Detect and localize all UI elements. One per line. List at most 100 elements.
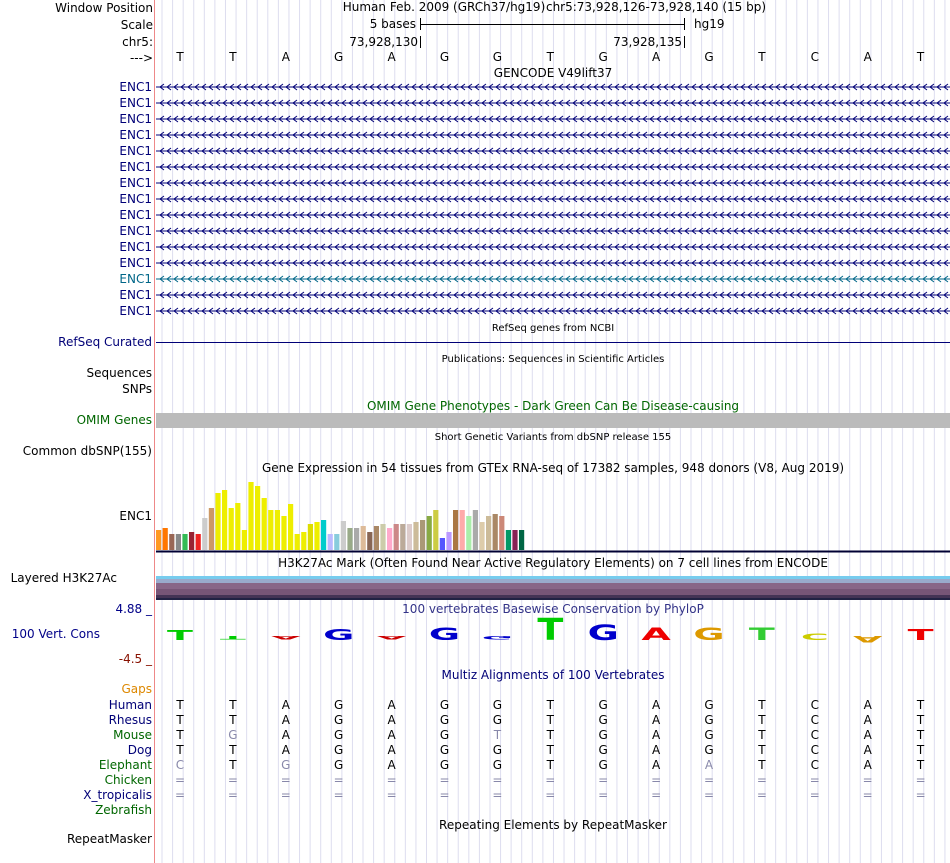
gtex-tissue-bar[interactable] — [215, 493, 221, 550]
gtex-tissue-bar[interactable] — [248, 482, 254, 550]
gtex-tissue-bar[interactable] — [175, 534, 181, 550]
repeatmasker-label[interactable]: RepeatMasker — [67, 832, 152, 846]
gtex-tissue-bar[interactable] — [505, 530, 511, 550]
gencode-transcript-label[interactable]: ENC1 — [119, 160, 152, 174]
gtex-tissue-bar[interactable] — [327, 534, 333, 550]
gtex-tissue-bar[interactable] — [400, 524, 406, 550]
gtex-tissue-bar[interactable] — [162, 528, 168, 550]
gtex-tissue-bar[interactable] — [406, 524, 412, 550]
gtex-tissue-bar[interactable] — [156, 530, 162, 550]
gencode-transcript-label[interactable]: ENC1 — [119, 304, 152, 318]
gtex-tissue-bar[interactable] — [208, 508, 214, 550]
gtex-tissue-bar[interactable] — [228, 508, 234, 550]
gtex-tissue-bar[interactable] — [413, 522, 419, 550]
gencode-transcript-label[interactable]: ENC1 — [119, 80, 152, 94]
gtex-tissue-bar[interactable] — [367, 532, 373, 550]
gtex-tissue-bar[interactable] — [499, 516, 505, 550]
gencode-transcript-label[interactable]: ENC1 — [119, 144, 152, 158]
gencode-transcript-label[interactable]: ENC1 — [119, 128, 152, 142]
gtex-tissue-bar[interactable] — [294, 534, 300, 550]
alignment-base: G — [599, 758, 608, 772]
gtex-tissue-bar[interactable] — [255, 486, 261, 550]
species-label[interactable]: Chicken — [105, 773, 152, 787]
gtex-tissue-bar[interactable] — [492, 514, 498, 550]
gtex-tissue-bar[interactable] — [380, 524, 386, 550]
gtex-label[interactable]: ENC1 — [119, 509, 152, 523]
gtex-tissue-bar[interactable] — [182, 534, 188, 550]
gtex-tissue-bar[interactable] — [334, 534, 340, 550]
gtex-tissue-bar[interactable] — [195, 534, 201, 550]
species-label[interactable]: X_tropicalis — [83, 788, 152, 802]
gencode-transcript-label[interactable]: ENC1 — [119, 272, 152, 286]
alignment-base: T — [175, 728, 184, 742]
gencode-transcript-label[interactable]: ENC1 — [119, 192, 152, 206]
species-label[interactable]: Dog — [128, 743, 152, 757]
gencode-transcript-label[interactable]: ENC1 — [119, 288, 152, 302]
gencode-transcript-label[interactable]: ENC1 — [119, 240, 152, 254]
gtex-tissue-bar[interactable] — [466, 516, 472, 550]
gencode-transcript-label[interactable]: ENC1 — [119, 256, 152, 270]
strand-label: ---> — [130, 51, 153, 65]
h3k27ac-label[interactable]: Layered H3K27Ac — [11, 571, 117, 585]
alignment-base: T — [916, 758, 925, 772]
gtex-tissue-bar[interactable] — [420, 520, 426, 550]
gtex-tissue-bar[interactable] — [479, 522, 485, 550]
gaps-label[interactable]: Gaps — [121, 682, 152, 696]
gtex-tissue-bar[interactable] — [446, 532, 452, 550]
alignment-base: G — [704, 728, 713, 742]
sequences-label[interactable]: Sequences — [87, 366, 152, 380]
gtex-tissue-bar[interactable] — [486, 516, 492, 550]
gtex-tissue-bar[interactable] — [301, 532, 307, 550]
gtex-tissue-bar[interactable] — [314, 522, 320, 550]
omim-label[interactable]: OMIM Genes — [77, 413, 152, 427]
gtex-tissue-bar[interactable] — [512, 530, 518, 550]
gtex-tissue-bar[interactable] — [354, 528, 360, 550]
gtex-tissue-bar[interactable] — [459, 510, 465, 550]
gtex-tissue-bar[interactable] — [189, 532, 195, 550]
gtex-tissue-bar[interactable] — [453, 510, 459, 550]
alignment-base: = — [175, 788, 185, 802]
gencode-transcript-label[interactable]: ENC1 — [119, 208, 152, 222]
dbsnp-label[interactable]: Common dbSNP(155) — [23, 444, 152, 458]
svg-text:A: A — [271, 635, 301, 640]
snps-label[interactable]: SNPs — [122, 382, 152, 396]
species-label[interactable]: Human — [109, 698, 152, 712]
alignment-base: C — [811, 713, 819, 727]
gtex-tissue-bar[interactable] — [433, 510, 439, 550]
species-label[interactable]: Rhesus — [109, 713, 152, 727]
gtex-tissue-bar[interactable] — [360, 526, 366, 550]
gencode-transcript-label[interactable]: ENC1 — [119, 176, 152, 190]
gtex-tissue-bar[interactable] — [340, 521, 346, 550]
omim-feature-bar[interactable] — [156, 413, 950, 428]
gtex-tissue-bar[interactable] — [241, 530, 247, 550]
phylop-label[interactable]: 100 Vert. Cons — [12, 627, 100, 641]
gtex-tissue-bar[interactable] — [169, 534, 175, 550]
gtex-tissue-bar[interactable] — [321, 520, 327, 550]
gtex-tissue-bar[interactable] — [268, 510, 274, 550]
gtex-tissue-bar[interactable] — [307, 524, 313, 550]
species-label[interactable]: Mouse — [113, 728, 152, 742]
gtex-tissue-bar[interactable] — [261, 498, 267, 550]
refseq-label[interactable]: RefSeq Curated — [58, 335, 152, 349]
gencode-transcript-label[interactable]: ENC1 — [119, 224, 152, 238]
gencode-transcript-label[interactable]: ENC1 — [119, 96, 152, 110]
gtex-tissue-bar[interactable] — [347, 528, 353, 550]
gtex-tissue-bar[interactable] — [472, 510, 478, 550]
gtex-tissue-bar[interactable] — [373, 526, 379, 550]
species-label[interactable]: Zebrafish — [95, 803, 152, 817]
gtex-tissue-bar[interactable] — [222, 490, 228, 550]
gtex-tissue-bar[interactable] — [274, 510, 280, 550]
gtex-tissue-bar[interactable] — [387, 528, 393, 550]
gtex-tissue-bar[interactable] — [281, 516, 287, 550]
gtex-tissue-bar[interactable] — [202, 518, 208, 550]
gtex-tissue-bar[interactable] — [288, 504, 294, 550]
h3k27ac-signal[interactable] — [156, 576, 950, 600]
gencode-transcript-label[interactable]: ENC1 — [119, 112, 152, 126]
gtex-tissue-bar[interactable] — [393, 524, 399, 550]
gtex-tissue-bar[interactable] — [426, 516, 432, 550]
gtex-tissue-bar[interactable] — [439, 538, 445, 550]
gtex-tissue-bar[interactable] — [235, 503, 241, 550]
gtex-tissue-bar[interactable] — [519, 530, 525, 550]
species-label[interactable]: Elephant — [99, 758, 152, 772]
